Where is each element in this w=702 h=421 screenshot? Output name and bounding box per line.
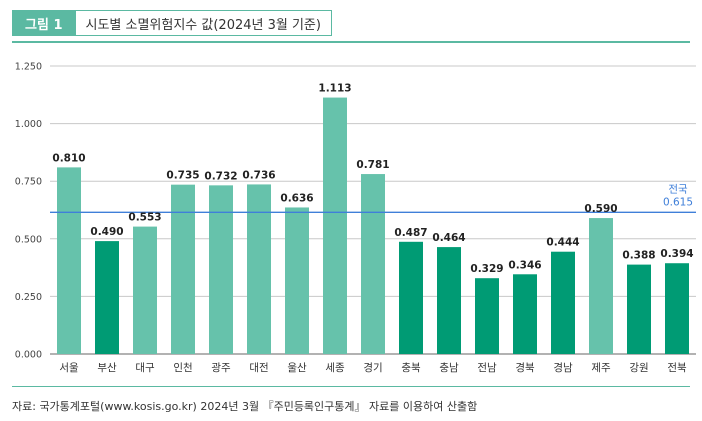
bar-인천 (171, 184, 195, 354)
bar-충북 (399, 241, 423, 354)
value-labels: 0.810 0.490 0.553 0.735 0.732 0.736 0.636 1.113… (52, 83, 693, 276)
bar-전남 (475, 278, 499, 354)
bar-전북 (665, 263, 689, 354)
reference-label: 전국 (668, 183, 688, 195)
bar-세종 (323, 97, 347, 354)
bar-경기 (361, 174, 385, 354)
y-tick-label: 0.250 (15, 292, 42, 303)
category-label: 경남 (553, 361, 573, 374)
y-tick-label: 1.000 (15, 119, 42, 130)
category-label: 서울 (59, 362, 79, 374)
category-label: 광주 (211, 362, 231, 374)
bar-대전 (247, 184, 271, 354)
y-axis-ticks: 0.000 0.250 0.500 0.750 1.000 1.250 (15, 62, 42, 361)
bar-울산 (285, 207, 309, 354)
category-label: 충북 (401, 362, 421, 374)
category-label: 전북 (667, 362, 687, 374)
category-label: 경기 (363, 361, 382, 374)
category-label: 인천 (173, 362, 192, 374)
bar-강원 (627, 264, 651, 354)
bar-서울 (57, 167, 81, 354)
value-label: 0.781 (356, 159, 389, 171)
bars (57, 97, 689, 354)
category-label: 강원 (629, 362, 648, 374)
bar-대구 (133, 226, 157, 354)
bar-광주 (209, 185, 233, 354)
reference-line-group: 전국0.615 (50, 183, 696, 214)
value-label: 0.810 (52, 152, 85, 164)
value-label: 0.636 (280, 192, 313, 204)
category-label: 부산 (97, 362, 117, 374)
bar-제주 (589, 218, 613, 354)
bar-충남 (437, 247, 461, 354)
footer-divider (12, 386, 690, 387)
figure-badge: 그림 1 (12, 10, 76, 36)
value-label: 0.736 (242, 169, 275, 181)
reference-value-label: 0.615 (663, 196, 693, 208)
category-label: 대전 (249, 362, 268, 374)
category-labels: 서울 부산 대구 인천 광주 대전 울산 세종 경기 충북 충남 전남 경북 경남 제주 강원 전북 (59, 361, 687, 374)
category-label: 제주 (591, 362, 611, 374)
header-divider (12, 41, 690, 43)
value-label: 0.735 (166, 170, 199, 182)
bar-chart: 0.000 0.250 0.500 0.750 1.000 1.250 전국0.615 0… (15, 62, 696, 374)
figure-header: 그림 1 시도별 소멸위험지수 값(2024년 3월 기준) (12, 10, 332, 36)
category-label: 울산 (287, 362, 307, 374)
category-label: 경북 (515, 361, 535, 374)
bar-경북 (513, 274, 537, 354)
value-label: 0.394 (660, 248, 693, 260)
value-label: 0.346 (508, 259, 541, 271)
source-note: 자료: 국가통계포털(www.kosis.go.kr) 2024년 3월 『주민… (12, 400, 478, 413)
value-label: 0.553 (128, 212, 161, 224)
y-tick-label: 0.000 (15, 350, 42, 361)
bar-부산 (95, 241, 119, 354)
value-label: 0.444 (546, 237, 579, 249)
value-label: 0.490 (90, 226, 123, 238)
value-label: 0.590 (584, 203, 617, 215)
value-label: 0.732 (204, 170, 237, 182)
y-tick-label: 0.500 (15, 234, 42, 245)
category-label: 전남 (477, 362, 497, 374)
y-tick-label: 0.750 (15, 177, 42, 188)
category-label: 세종 (325, 362, 345, 374)
category-label: 대구 (135, 362, 155, 374)
y-tick-label: 1.250 (15, 62, 42, 73)
figure-title: 시도별 소멸위험지수 값(2024년 3월 기준) (75, 10, 332, 36)
value-label: 0.329 (470, 263, 503, 275)
value-label: 1.113 (318, 83, 351, 95)
bar-경남 (551, 251, 575, 354)
value-label: 0.464 (432, 232, 465, 244)
category-label: 충남 (439, 362, 459, 374)
value-label: 0.487 (394, 227, 427, 239)
value-label: 0.388 (622, 250, 655, 262)
